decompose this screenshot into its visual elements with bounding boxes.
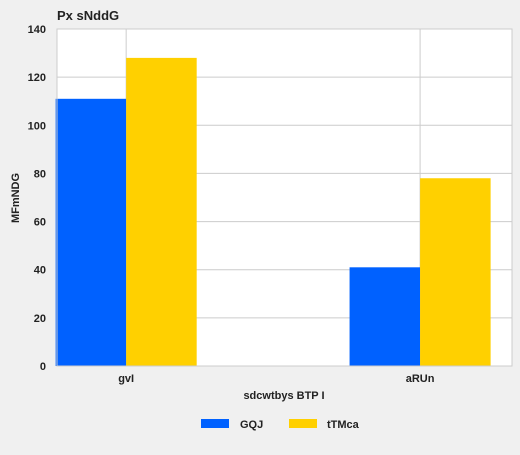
y-tick-label: 40 xyxy=(34,265,46,277)
y-tick-label: 100 xyxy=(28,120,46,132)
legend-swatch xyxy=(289,419,317,428)
x-tick-label: gvI xyxy=(118,373,134,385)
y-tick-label: 60 xyxy=(34,217,46,229)
legend-swatch xyxy=(201,419,229,428)
x-tick-label: aRUn xyxy=(406,373,435,385)
y-tick-label: 140 xyxy=(28,24,46,36)
y-tick-label: 0 xyxy=(40,361,46,373)
x-axis-ticks: gvI aRUn xyxy=(118,373,435,385)
bar-tTMca-gvI xyxy=(126,58,197,366)
bar-GQJ-gvI xyxy=(56,99,127,366)
y-axis-ticks: 0 20 40 60 80 100 120 140 xyxy=(28,24,46,373)
legend-label: GQJ xyxy=(240,419,263,431)
legend-label: tTMca xyxy=(327,419,360,431)
y-axis-label: MFmNDG xyxy=(10,173,22,223)
y-tick-label: 120 xyxy=(28,72,46,84)
legend: GQJ tTMca xyxy=(201,419,360,431)
bar-GQJ-aRUn xyxy=(350,267,421,366)
chart-title: Px sNddG xyxy=(57,8,119,23)
x-axis-label: sdcwtbys BTP I xyxy=(243,390,324,402)
bar-tTMca-aRUn xyxy=(420,178,491,366)
y-tick-label: 80 xyxy=(34,168,46,180)
y-tick-label: 20 xyxy=(34,313,46,325)
